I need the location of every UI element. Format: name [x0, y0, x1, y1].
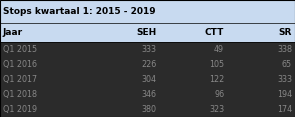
FancyBboxPatch shape [0, 0, 295, 23]
Text: 174: 174 [277, 105, 292, 114]
Text: 194: 194 [277, 90, 292, 99]
Text: Q1 2016: Q1 2016 [3, 60, 37, 69]
Text: 96: 96 [214, 90, 224, 99]
Text: 105: 105 [209, 60, 224, 69]
Text: Jaar: Jaar [3, 28, 23, 37]
Text: Stops kwartaal 1: 2015 - 2019: Stops kwartaal 1: 2015 - 2019 [3, 7, 155, 16]
Text: 333: 333 [277, 75, 292, 84]
Text: 49: 49 [214, 45, 224, 54]
Text: 65: 65 [282, 60, 292, 69]
Text: SR: SR [279, 28, 292, 37]
Text: CTT: CTT [205, 28, 224, 37]
Text: 333: 333 [141, 45, 156, 54]
Text: 338: 338 [277, 45, 292, 54]
Text: 323: 323 [209, 105, 224, 114]
FancyBboxPatch shape [0, 42, 295, 57]
FancyBboxPatch shape [0, 102, 295, 117]
Text: Q1 2017: Q1 2017 [3, 75, 37, 84]
FancyBboxPatch shape [0, 23, 295, 42]
FancyBboxPatch shape [0, 57, 295, 72]
Text: 304: 304 [141, 75, 156, 84]
Text: SEH: SEH [136, 28, 156, 37]
Text: 122: 122 [209, 75, 224, 84]
Text: 226: 226 [141, 60, 156, 69]
FancyBboxPatch shape [0, 87, 295, 102]
Text: 346: 346 [141, 90, 156, 99]
Text: Q1 2015: Q1 2015 [3, 45, 37, 54]
FancyBboxPatch shape [0, 72, 295, 87]
Text: Q1 2018: Q1 2018 [3, 90, 37, 99]
Text: 380: 380 [141, 105, 156, 114]
Text: Q1 2019: Q1 2019 [3, 105, 37, 114]
